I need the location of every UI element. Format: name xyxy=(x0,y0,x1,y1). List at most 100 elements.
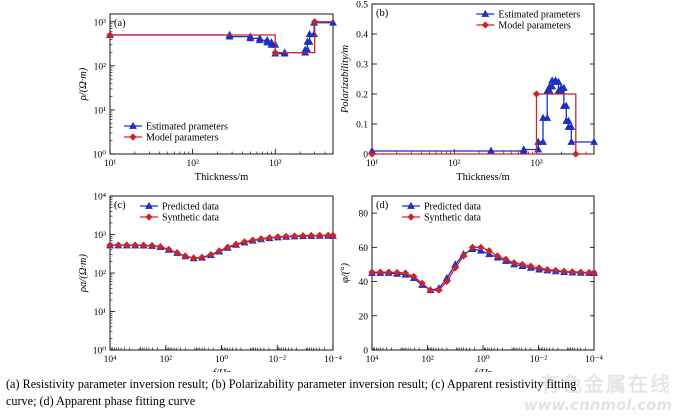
data-point-blue xyxy=(519,145,528,153)
y-tick-label: 10⁰ xyxy=(93,347,107,357)
data-point-red xyxy=(311,18,319,26)
data-point-red xyxy=(443,277,451,286)
data-point-red xyxy=(590,269,598,277)
caption-line-2: curve; (d) Apparent phase fitting curve xyxy=(6,394,196,408)
panel-c-apparent-resistivity-fit: 10⁴ 10² 10⁰ 10⁻² 10⁻⁴ 10⁰ 10¹ 10² 10³ 10⁴ f/Hz ρa/(… xyxy=(78,193,343,373)
data-point-red xyxy=(535,264,543,272)
legend-label: Model parameters xyxy=(146,133,219,144)
y-axis-label: ρa/(Ω·m) xyxy=(78,254,89,294)
data-point-red xyxy=(156,243,164,251)
panel-label: (d) xyxy=(376,200,389,211)
data-point-blue xyxy=(567,122,576,130)
y-axis-label: φ/(°) xyxy=(340,263,351,283)
watermark-url: www.cnnmol.com xyxy=(523,396,672,414)
panel-b-polarizability-inversion: 10¹ 10² 10³ 0 0.1 0.2 0.3 0.4 0.5 Thickness/m Pola… xyxy=(340,1,598,183)
y-tick-label: 60 xyxy=(359,244,369,254)
series-line-blue xyxy=(110,22,333,55)
y-tick-label: 0.2 xyxy=(356,91,368,101)
series-line-red xyxy=(372,93,594,155)
data-point-red xyxy=(329,231,337,239)
data-point-red xyxy=(468,243,477,251)
legend-marker-red xyxy=(129,133,137,141)
y-tick-label: 10¹ xyxy=(94,308,107,318)
legend-label: Synthetic data xyxy=(424,213,481,224)
x-tick-label: 10³ xyxy=(530,159,543,169)
data-point-blue xyxy=(562,101,571,109)
data-point-red xyxy=(572,150,580,158)
data-point-red xyxy=(148,241,156,250)
y-tick-label: 40 xyxy=(359,278,369,288)
data-point-red xyxy=(585,268,593,277)
legend-label: Model parameters xyxy=(498,21,571,32)
x-tick-label: 10² xyxy=(421,355,434,365)
watermark-text: 有色金属在线 xyxy=(540,372,672,396)
data-point-red xyxy=(477,243,485,251)
data-point-red xyxy=(316,231,324,240)
data-point-red xyxy=(368,268,376,276)
data-point-red xyxy=(577,268,585,276)
data-point-red xyxy=(368,150,376,158)
data-point-red xyxy=(410,272,418,281)
data-point-red xyxy=(274,233,282,241)
data-point-red xyxy=(265,234,274,242)
plot-frame-a xyxy=(109,13,334,155)
y-tick-label: 20 xyxy=(359,312,369,322)
data-point-red xyxy=(198,253,206,261)
y-tick-label: 10⁴ xyxy=(93,193,107,203)
series-line-red xyxy=(110,21,333,54)
data-point-red xyxy=(173,249,181,257)
y-tick-label: 10³ xyxy=(94,18,107,28)
legend-label: Estimated prameters xyxy=(146,122,228,133)
data-point-red xyxy=(393,268,401,277)
data-point-red xyxy=(232,240,240,248)
plot-frame-c xyxy=(109,195,334,351)
figure-caption: (a) Resistivity parameter inversion resu… xyxy=(6,376,674,410)
x-tick-label: 10⁻⁴ xyxy=(324,355,343,365)
series-line-red xyxy=(110,234,333,259)
legend-marker-blue xyxy=(407,201,415,209)
data-point-red xyxy=(215,247,223,255)
data-point-red xyxy=(181,252,189,260)
data-point-red xyxy=(401,269,410,277)
legend-label: Estimated prameters xyxy=(498,10,580,21)
data-point-red xyxy=(560,267,568,275)
data-point-red xyxy=(493,252,502,260)
x-tick-label: 10⁴ xyxy=(366,355,380,365)
data-point-red xyxy=(324,231,332,239)
x-axis-label: f/Hz xyxy=(213,368,231,372)
y-tick-label: 80 xyxy=(359,210,369,220)
data-point-blue xyxy=(539,137,547,145)
y-axis-label: Polarizability/m xyxy=(340,44,351,114)
series-line-red xyxy=(372,246,595,291)
y-tick-label: 10² xyxy=(94,62,107,72)
data-point-red xyxy=(106,241,114,249)
panel-label: (a) xyxy=(114,18,126,29)
data-point-red xyxy=(376,268,384,276)
data-point-red xyxy=(459,252,468,260)
data-point-blue xyxy=(559,83,568,91)
panel-label: (b) xyxy=(376,8,389,19)
data-point-red xyxy=(290,232,299,240)
data-point-red xyxy=(385,268,393,276)
y-tick-label: 0.3 xyxy=(356,61,368,71)
legend-marker-red xyxy=(481,21,489,29)
data-point-blue xyxy=(548,82,557,90)
data-point-blue xyxy=(590,137,598,145)
y-tick-label: 0.5 xyxy=(356,1,368,11)
figure-canvas: 10¹ 10² 10³10⁰10¹10²10³Thickness/mρ/(Ω·m)(… xyxy=(78,1,604,373)
data-point-red xyxy=(552,266,560,275)
y-tick-label: 10² xyxy=(94,270,107,280)
data-point-red xyxy=(207,251,215,259)
x-tick-label: 10² xyxy=(186,159,199,169)
data-point-red xyxy=(299,232,307,240)
series-line-blue xyxy=(372,248,594,291)
data-point-red xyxy=(282,232,290,240)
x-tick-label: 10¹ xyxy=(104,159,117,169)
x-tick-label: 10³ xyxy=(269,159,282,169)
x-tick-label: 10⁻⁴ xyxy=(585,355,604,365)
data-point-red xyxy=(271,48,279,57)
y-tick-label: 0 xyxy=(363,151,368,161)
y-tick-label: 10¹ xyxy=(94,106,107,116)
x-tick-label: 10⁴ xyxy=(104,355,118,365)
x-tick-label: 10⁰ xyxy=(476,355,490,365)
